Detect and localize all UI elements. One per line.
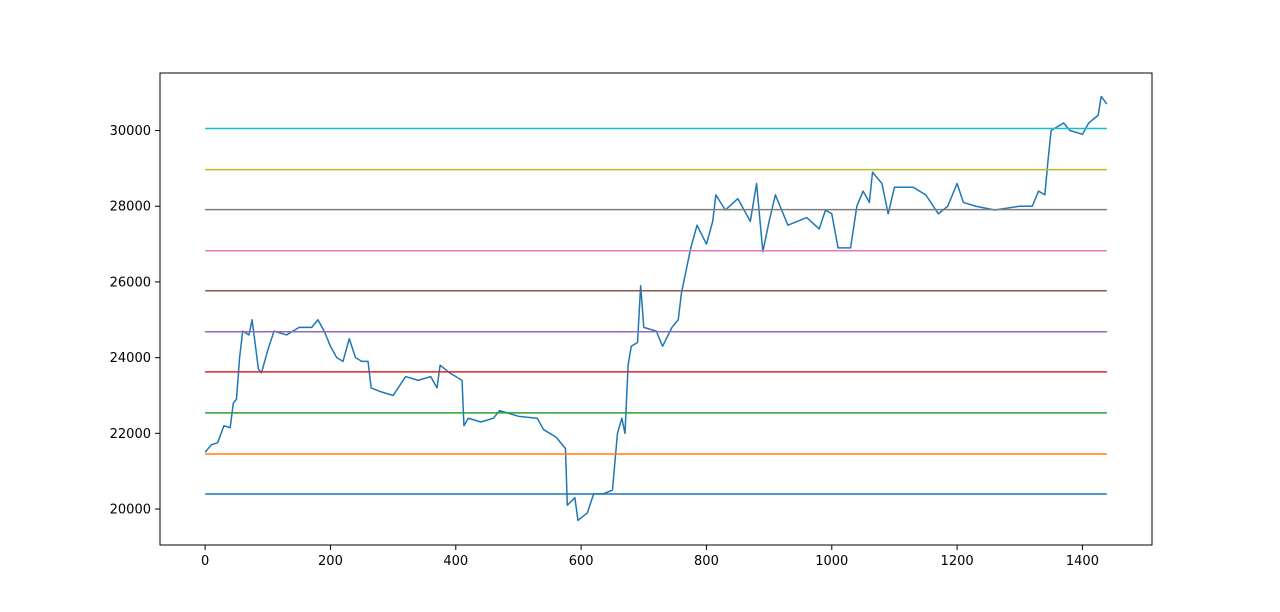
x-tick-label: 200 bbox=[318, 554, 343, 569]
x-tick-label: 1000 bbox=[815, 554, 848, 569]
y-tick-label: 30000 bbox=[110, 124, 151, 139]
x-tick-label: 600 bbox=[569, 554, 594, 569]
y-tick-label: 24000 bbox=[110, 351, 151, 366]
plot-frame bbox=[159, 72, 1153, 546]
y-tick-label: 28000 bbox=[110, 200, 151, 215]
x-tick-label: 400 bbox=[443, 554, 468, 569]
y-tick-label: 26000 bbox=[110, 275, 151, 290]
x-tick-label: 800 bbox=[694, 554, 719, 569]
y-tick-label: 20000 bbox=[110, 503, 151, 518]
x-tick-label: 1200 bbox=[941, 554, 974, 569]
x-tick-label: 0 bbox=[201, 554, 209, 569]
x-tick-label: 1400 bbox=[1066, 554, 1099, 569]
y-tick-label: 22000 bbox=[110, 427, 151, 442]
